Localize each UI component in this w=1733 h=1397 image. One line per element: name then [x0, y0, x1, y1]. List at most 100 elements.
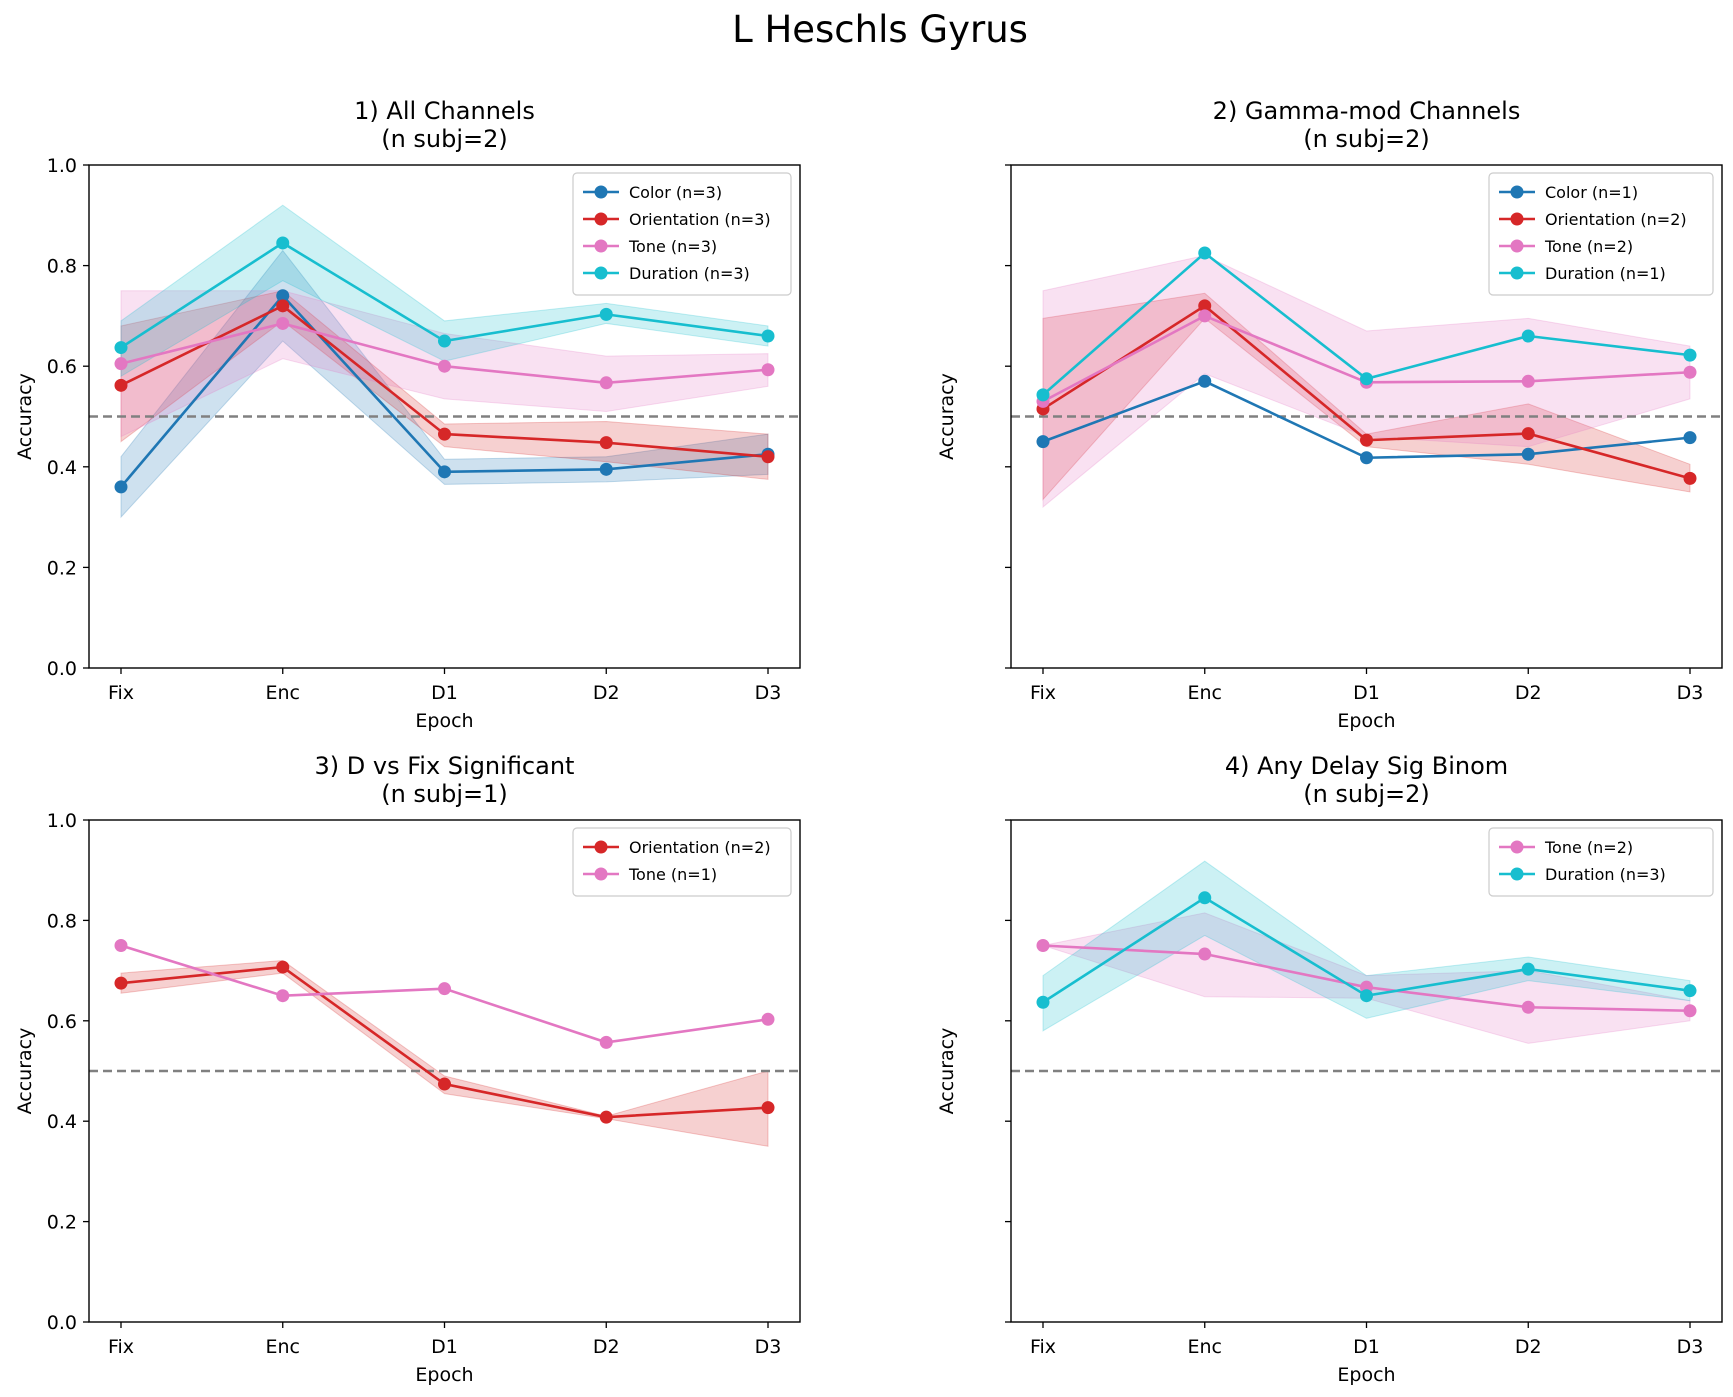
- subplot-title-line: 1) All Channels: [354, 97, 535, 125]
- legend-marker: [1510, 239, 1524, 253]
- data-point: [1360, 433, 1373, 447]
- legend-marker: [1510, 840, 1524, 854]
- data-point: [276, 989, 290, 1003]
- data-point: [1198, 374, 1212, 388]
- data-point: [114, 939, 128, 952]
- x-axis-label: Epoch: [415, 710, 473, 732]
- x-tick-label: Enc: [265, 1336, 300, 1358]
- data-point: [1198, 299, 1212, 313]
- data-point: [1198, 891, 1212, 905]
- data-point: [599, 1110, 613, 1124]
- x-tick-label: D2: [1515, 682, 1542, 704]
- data-point: [761, 1012, 775, 1026]
- y-tick-label: 0.8: [47, 910, 77, 932]
- subplot-4: 4) Any Delay Sig Binom(n subj=2) Fix Enc D1…: [936, 752, 1723, 1386]
- data-point: [1683, 348, 1697, 362]
- data-point: [114, 378, 128, 392]
- legend-marker: [1510, 185, 1524, 199]
- data-point: [114, 480, 128, 494]
- y-tick-label: 0.0: [47, 1312, 77, 1334]
- subplot-3: 3) D vs Fix Significant(n subj=1) Fix Enc D…: [14, 752, 801, 1386]
- data-point: [276, 289, 290, 303]
- data-point: [1036, 388, 1050, 402]
- data-point: [1683, 471, 1697, 485]
- data-point: [1521, 447, 1535, 461]
- y-axis-label: Accuracy: [936, 373, 958, 460]
- legend-marker: [594, 185, 608, 199]
- legend: Color (n=3) Orientation (n=3) Tone (n=3) Du…: [572, 172, 792, 296]
- data-point: [1360, 451, 1373, 465]
- data-point: [276, 299, 290, 313]
- data-point: [761, 363, 775, 377]
- figure-title: L Heschls Gyrus: [732, 8, 1028, 51]
- legend-entry-label: Duration (n=3): [1545, 865, 1666, 884]
- data-point: [1521, 329, 1535, 343]
- data-point: [599, 462, 613, 476]
- subplot-title-line: 4) Any Delay Sig Binom: [1225, 752, 1508, 780]
- y-tick-label: 1.0: [47, 810, 77, 832]
- data-point: [438, 1077, 451, 1091]
- data-point: [438, 465, 451, 479]
- y-tick-label: 1.0: [47, 155, 77, 177]
- subplot-title-line: (n subj=2): [1303, 780, 1430, 808]
- data-point: [1683, 431, 1697, 445]
- y-tick-label: 0.2: [47, 557, 77, 579]
- x-tick-label: D2: [593, 682, 620, 704]
- x-tick-label: D1: [1353, 682, 1380, 704]
- y-tick-label: 0.8: [47, 256, 77, 278]
- data-point: [1198, 246, 1212, 260]
- legend-entry-label: Tone (n=2): [1544, 237, 1633, 256]
- data-point: [114, 357, 128, 371]
- legend-marker: [594, 212, 608, 226]
- x-axis-label: Epoch: [415, 1364, 473, 1386]
- legend-entry-label: Tone (n=1): [628, 865, 717, 884]
- x-tick-label: D3: [1677, 682, 1704, 704]
- legend-entry-label: Duration (n=1): [1545, 264, 1666, 283]
- subplot-title-line: (n subj=1): [381, 780, 508, 808]
- data-point: [599, 376, 613, 390]
- data-point: [1198, 947, 1212, 961]
- legend: Tone (n=2) Duration (n=3): [1488, 827, 1714, 897]
- data-point: [438, 982, 451, 996]
- data-point: [438, 359, 451, 373]
- legend-frame: [1488, 827, 1714, 897]
- data-point: [114, 976, 128, 990]
- data-point: [276, 960, 290, 974]
- legend-entry-label: Color (n=3): [629, 183, 722, 202]
- data-point: [1360, 989, 1373, 1003]
- x-tick-label: D2: [593, 1336, 620, 1358]
- data-point: [761, 1101, 775, 1115]
- legend: Orientation (n=2) Tone (n=1): [572, 827, 792, 897]
- legend-entry-label: Duration (n=3): [629, 264, 750, 283]
- legend-marker: [594, 266, 608, 280]
- x-tick-label: D1: [431, 1336, 458, 1358]
- data-point: [599, 436, 613, 450]
- subplot-title-line: 2) Gamma-mod Channels: [1213, 97, 1521, 125]
- data-point: [599, 307, 613, 321]
- legend-marker: [594, 840, 608, 854]
- data-point: [1036, 435, 1050, 449]
- legend-entry-label: Orientation (n=3): [629, 210, 771, 229]
- data-point: [438, 427, 451, 441]
- legend: Color (n=1) Orientation (n=2) Tone (n=2) Du…: [1488, 172, 1714, 296]
- data-point: [1521, 962, 1535, 976]
- x-tick-label: Enc: [1187, 1336, 1222, 1358]
- data-point: [1521, 427, 1535, 441]
- subplot-title-line: (n subj=2): [1303, 125, 1430, 153]
- legend-marker: [594, 239, 608, 253]
- y-tick-label: 0.2: [47, 1212, 77, 1234]
- subplot-2: 2) Gamma-mod Channels(n subj=2) Fix Enc D1 D…: [936, 97, 1723, 732]
- legend-marker: [1510, 266, 1524, 280]
- x-tick-label: D1: [431, 682, 458, 704]
- data-point: [276, 316, 290, 330]
- data-point: [761, 450, 775, 464]
- data-point: [114, 341, 128, 355]
- data-point: [599, 1035, 613, 1049]
- x-axis-label: Epoch: [1337, 710, 1395, 732]
- x-tick-label: D3: [755, 1336, 782, 1358]
- legend-entry-label: Tone (n=3): [628, 237, 717, 256]
- y-tick-label: 0.6: [47, 1011, 77, 1033]
- y-axis-label: Accuracy: [14, 373, 36, 460]
